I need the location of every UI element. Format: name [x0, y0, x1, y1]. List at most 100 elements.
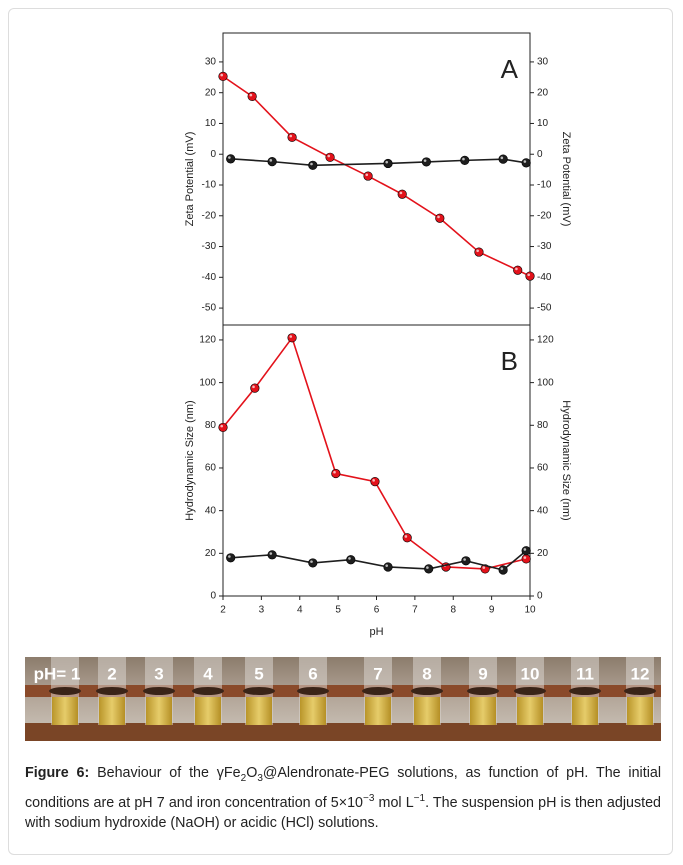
y2-tick-label: -20: [537, 210, 552, 221]
y-tick-label: 20: [205, 87, 217, 98]
point-highlight: [333, 471, 336, 474]
panel-label: A: [501, 54, 519, 84]
point-highlight: [270, 552, 273, 555]
point-highlight: [250, 94, 253, 97]
y-tick-label: -10: [202, 180, 217, 191]
rack-bottom: [25, 723, 661, 741]
point-highlight: [405, 535, 408, 538]
data-point: [288, 133, 297, 142]
x-tick-label: 10: [524, 605, 536, 616]
charts: -50-40-30-20-100102030-50-40-30-20-10010…: [0, 0, 683, 650]
y2-axis-label: Zeta Potential (mV): [560, 132, 572, 227]
rack-hole: [411, 687, 443, 695]
y-tick-label: 100: [199, 377, 216, 388]
data-point: [226, 155, 235, 164]
series-line: [223, 338, 526, 569]
point-highlight: [424, 159, 427, 162]
tube-label: 5: [254, 664, 263, 683]
x-tick-label: 7: [412, 605, 418, 616]
rack-hole: [192, 687, 224, 695]
point-highlight: [501, 157, 504, 160]
data-point: [384, 159, 393, 168]
tube-label: 7: [373, 664, 382, 683]
data-point: [219, 72, 228, 81]
point-highlight: [426, 566, 429, 569]
point-highlight: [524, 548, 527, 551]
y2-tick-label: 20: [537, 87, 549, 98]
data-point: [436, 214, 445, 223]
point-highlight: [476, 249, 479, 252]
data-point: [499, 566, 508, 575]
y2-tick-label: 10: [537, 118, 549, 129]
data-point: [268, 551, 277, 560]
point-highlight: [462, 158, 465, 161]
point-highlight: [289, 135, 292, 138]
tube-label: 2: [107, 664, 116, 683]
data-point: [460, 156, 469, 165]
data-point: [371, 477, 380, 486]
point-highlight: [385, 564, 388, 567]
y-tick-label: 10: [205, 118, 217, 129]
tube-liquid: [627, 697, 653, 725]
y2-tick-label: 40: [537, 505, 549, 516]
tube-label: 4: [203, 664, 213, 683]
y2-tick-label: -50: [537, 303, 552, 314]
rack-hole: [143, 687, 175, 695]
tube-label: 9: [478, 664, 487, 683]
data-point: [522, 546, 531, 555]
rack-hole: [514, 687, 546, 695]
caption-sup: −1: [414, 793, 425, 804]
y2-tick-label: 0: [537, 591, 543, 602]
data-point: [308, 559, 317, 568]
x-tick-label: 5: [335, 605, 341, 616]
rack-hole: [96, 687, 128, 695]
point-highlight: [365, 173, 368, 176]
data-point: [332, 469, 341, 478]
y-tick-label: 30: [205, 57, 217, 68]
data-point: [288, 334, 297, 343]
y2-tick-label: 30: [537, 57, 549, 68]
rack-hole: [569, 687, 601, 695]
point-highlight: [385, 161, 388, 164]
y2-tick-label: -30: [537, 241, 552, 252]
data-point: [226, 554, 235, 563]
point-highlight: [527, 273, 530, 276]
y-tick-label: 60: [205, 463, 217, 474]
data-point: [308, 161, 317, 170]
x-tick-label: 6: [374, 605, 380, 616]
y-tick-label: 120: [199, 335, 216, 346]
data-point: [403, 533, 412, 542]
data-point: [424, 565, 433, 574]
point-highlight: [524, 556, 527, 559]
data-point: [522, 159, 531, 168]
y2-tick-label: -40: [537, 272, 552, 283]
point-highlight: [437, 216, 440, 219]
tube-liquid: [52, 697, 78, 725]
rack-hole: [243, 687, 275, 695]
y2-tick-label: 60: [537, 463, 549, 474]
point-highlight: [463, 558, 466, 561]
data-point: [475, 248, 484, 257]
rack-hole: [467, 687, 499, 695]
y2-tick-label: 80: [537, 420, 549, 431]
y-tick-label: 0: [210, 149, 216, 160]
y-tick-label: 20: [205, 548, 217, 559]
y-tick-label: 40: [205, 505, 217, 516]
x-tick-label: 8: [450, 605, 456, 616]
tube-liquid: [470, 697, 496, 725]
point-highlight: [228, 156, 231, 159]
tube-label: 3: [154, 664, 163, 683]
data-point: [384, 563, 393, 572]
point-highlight: [327, 155, 330, 158]
y-tick-label: -30: [202, 241, 217, 252]
x-tick-label: 2: [220, 605, 226, 616]
point-highlight: [400, 192, 403, 195]
tube-label: 6: [308, 664, 317, 683]
tube-label: 8: [422, 664, 431, 683]
tube-liquid: [146, 697, 172, 725]
data-point: [248, 92, 257, 101]
data-point: [499, 155, 508, 164]
x-tick-label: 3: [259, 605, 265, 616]
panel-label: B: [501, 346, 518, 376]
